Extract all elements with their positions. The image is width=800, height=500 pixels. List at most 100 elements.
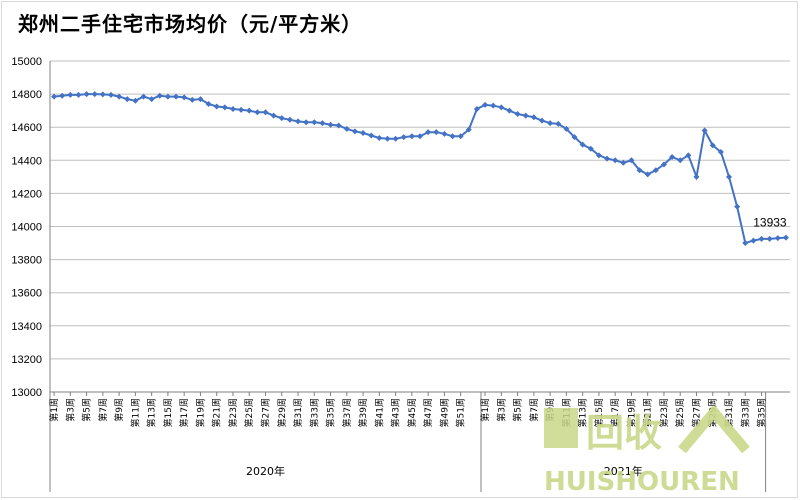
x-tick-label: 第17周: [609, 398, 621, 427]
x-tick-label: 第5周: [81, 398, 93, 422]
x-tick-label: 第27周: [690, 398, 702, 427]
data-point: [156, 92, 163, 99]
x-tick-label: 第33周: [308, 398, 320, 427]
data-point: [417, 133, 423, 140]
data-point: [295, 118, 302, 125]
x-tick-label: 第3周: [495, 398, 507, 422]
data-point: [99, 91, 106, 98]
x-tick-label: 第43周: [390, 398, 402, 427]
y-tick-label: 14200: [11, 188, 42, 200]
x-tick-label: 第31周: [292, 398, 304, 427]
data-point: [709, 142, 716, 149]
x-tick-label: 第45周: [406, 398, 418, 427]
data-point: [181, 94, 188, 101]
x-tick-label: 第5周: [512, 398, 524, 422]
data-point: [148, 96, 155, 103]
data-point: [408, 133, 415, 140]
x-tick-label: 第39周: [357, 398, 369, 427]
year-label: 2021年: [604, 464, 643, 478]
data-point: [579, 141, 586, 148]
data-point: [91, 91, 98, 98]
data-point: [555, 120, 562, 127]
data-point: [343, 125, 350, 132]
y-tick-label: 13000: [11, 387, 42, 399]
x-tick-label: 第19周: [194, 398, 206, 427]
data-point: [465, 126, 472, 133]
x-tick-label: 第33周: [739, 398, 751, 427]
logo-text: 回收: [586, 411, 662, 455]
x-tick-label: 第51周: [455, 398, 467, 427]
x-tick-label: 第21周: [211, 398, 223, 427]
data-point: [685, 152, 692, 159]
x-tick-label: 第41周: [373, 398, 385, 427]
data-point: [701, 127, 708, 134]
data-point: [652, 167, 659, 174]
logo-subtext: HUISHOUREN: [544, 467, 740, 496]
x-tick-label: 第7周: [97, 398, 109, 422]
data-point: [677, 157, 684, 164]
data-point: [612, 157, 619, 164]
y-tick-label: 14800: [11, 89, 42, 101]
data-point: [782, 234, 789, 241]
data-point: [83, 91, 90, 98]
data-point: [221, 104, 228, 111]
data-point: [140, 93, 147, 100]
data-point: [766, 235, 773, 242]
data-point: [376, 134, 383, 141]
data-point: [205, 101, 212, 108]
x-tick-label: 第1周: [48, 398, 60, 422]
x-tick-label: 第15周: [162, 398, 174, 427]
data-point: [595, 152, 602, 159]
x-tick-label: 第15周: [593, 398, 605, 427]
data-point: [644, 171, 651, 178]
y-tick-label: 14600: [11, 122, 42, 134]
x-tick-label: 第25周: [243, 398, 255, 427]
data-point: [620, 159, 627, 166]
data-point: [717, 149, 724, 156]
data-point: [425, 129, 432, 136]
y-tick-label: 13200: [11, 354, 42, 366]
data-point: [449, 133, 456, 140]
data-point: [571, 134, 578, 141]
data-point: [327, 121, 334, 128]
data-point: [587, 145, 594, 152]
data-point: [392, 135, 399, 142]
data-point: [270, 112, 277, 119]
data-point: [693, 173, 700, 180]
data-point: [490, 102, 497, 109]
y-axis: 13000 13200 13400 13600 13800 14000 14200 14400…: [11, 56, 42, 399]
y-tick-label: 15000: [11, 56, 42, 68]
x-tick-label: 第27周: [259, 398, 271, 427]
data-point: [473, 105, 480, 112]
x-tick-label: 第47周: [422, 398, 434, 427]
data-point: [116, 93, 123, 100]
data-point: [669, 153, 676, 160]
data-point: [51, 93, 58, 100]
data-point: [319, 120, 326, 127]
data-point: [197, 96, 204, 103]
data-point: [758, 235, 765, 242]
data-point: [742, 240, 749, 247]
watermark-logo: 回收 HUISHOUREN: [544, 406, 750, 496]
data-point: [238, 106, 245, 113]
logo-mark: [678, 406, 750, 454]
data-point: [229, 105, 236, 112]
data-point: [384, 135, 391, 142]
data-point: [254, 109, 261, 116]
data-point: [286, 116, 293, 123]
data-point: [522, 112, 529, 119]
data-point: [360, 129, 367, 136]
data-point: [75, 91, 82, 98]
y-tick-label: 13400: [11, 321, 42, 333]
x-tick-label: 第1周: [479, 398, 491, 422]
data-point: [628, 157, 635, 164]
data-point: [734, 203, 741, 210]
data-point: [335, 122, 342, 129]
data-point: [441, 130, 448, 137]
data-point: [457, 133, 464, 140]
y-tick-label: 13800: [11, 255, 42, 267]
x-tick-label: 第19周: [625, 398, 637, 427]
x-tick-label: 第13周: [577, 398, 589, 427]
data-label: 13933: [753, 216, 787, 230]
data-point: [514, 110, 521, 117]
